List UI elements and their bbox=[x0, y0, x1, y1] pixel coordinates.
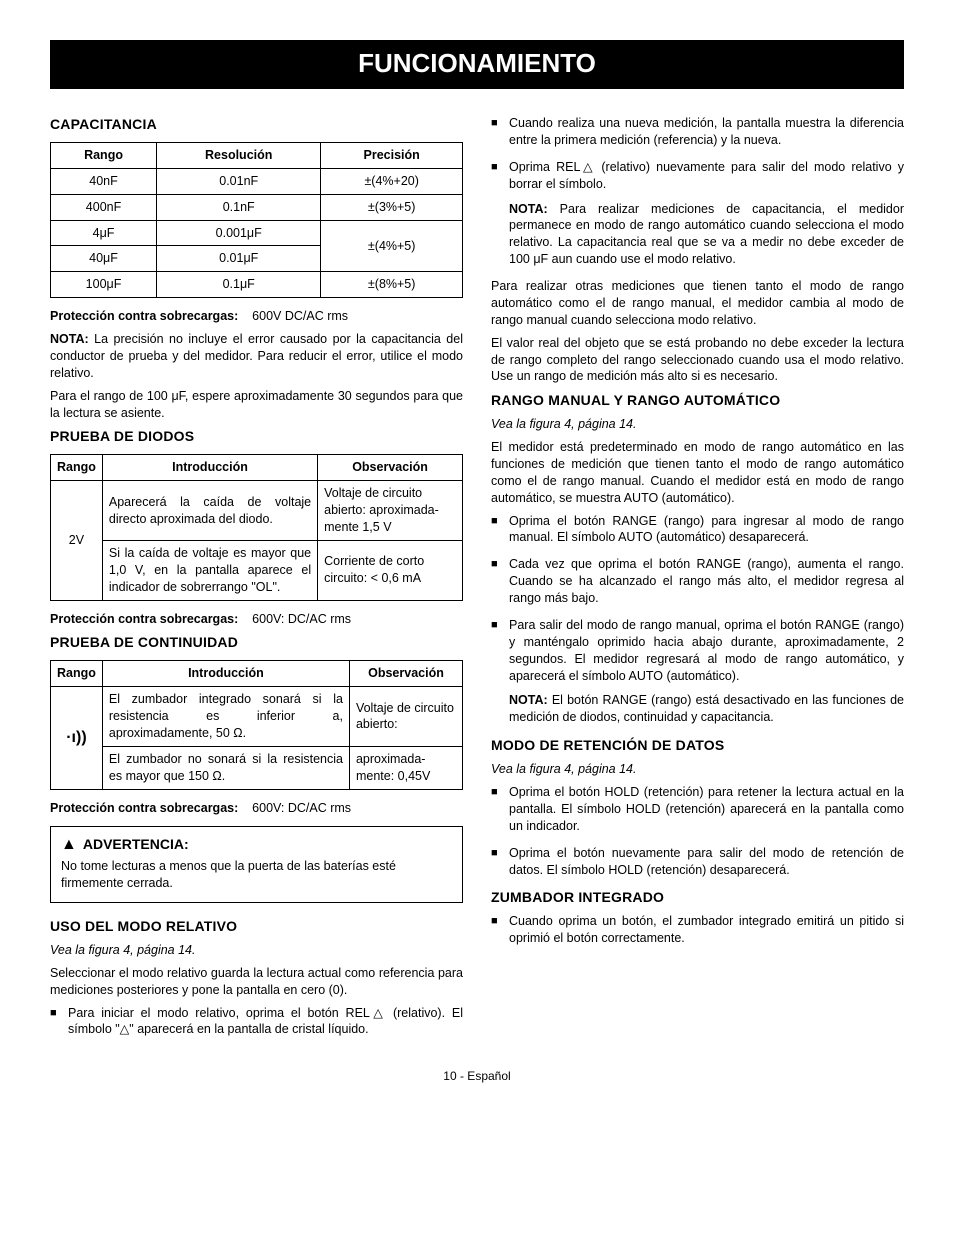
cap-r2-res: 0.001μF bbox=[157, 220, 321, 246]
relcont-nota-label: NOTA: bbox=[509, 202, 548, 216]
cap-r4-rango: 100μF bbox=[51, 272, 157, 298]
cont-prot-val: 600V: DC/AC rms bbox=[252, 801, 351, 815]
buzz-heading: ZUMBADOR INTEGRADO bbox=[491, 888, 904, 907]
page-banner: FUNCIONAMIENTO bbox=[50, 40, 904, 89]
cap-prot: Protección contra sobrecargas: 600V DC/A… bbox=[50, 308, 463, 325]
cap-r3-rango: 40μF bbox=[51, 246, 157, 272]
diodo-obs1: Voltaje de circuito abierto: aproximada-… bbox=[318, 481, 463, 541]
diodo-th-0: Rango bbox=[51, 455, 103, 481]
cont-rango-icon: ·ı)) bbox=[51, 687, 103, 789]
cap-r1-rango: 400nF bbox=[51, 194, 157, 220]
range-nota: NOTA: El botón RANGE (rango) está desact… bbox=[509, 692, 904, 726]
cap-nota-text: La precisión no incluye el error causado… bbox=[50, 332, 463, 380]
diodo-intro1: Aparecerá la caída de voltaje directo ap… bbox=[102, 481, 317, 541]
diodo-heading: PRUEBA DE DIODOS bbox=[50, 427, 463, 446]
left-column: CAPACITANCIA Rango Resolución Precisión … bbox=[50, 109, 463, 1048]
relcont-list: Cuando realiza una nueva medición, la pa… bbox=[491, 115, 904, 268]
cap-r0-res: 0.01nF bbox=[157, 168, 321, 194]
buzz-b1: Cuando oprima un botón, el zumbador inte… bbox=[491, 913, 904, 947]
cont-intro2: El zumbador no sonará si la resistencia … bbox=[102, 746, 349, 789]
range-b3: Para salir del modo de rango manual, opr… bbox=[491, 617, 904, 726]
capacitancia-table: Rango Resolución Precisión 40nF 0.01nF ±… bbox=[50, 142, 463, 298]
cont-th-1: Introducción bbox=[102, 661, 349, 687]
range-nota-text: El botón RANGE (rango) está desactivado … bbox=[509, 693, 904, 724]
relcont-b2: Cuando realiza una nueva medición, la pa… bbox=[491, 115, 904, 149]
cap-th-res: Resolución bbox=[157, 142, 321, 168]
relmode-list: Para iniciar el modo relativo, oprima el… bbox=[50, 1005, 463, 1039]
cont-th-0: Rango bbox=[51, 661, 103, 687]
buzz-list: Cuando oprima un botón, el zumbador inte… bbox=[491, 913, 904, 947]
cont-table: Rango Introducción Observación ·ı)) El z… bbox=[50, 660, 463, 789]
diodo-th-1: Introducción bbox=[102, 455, 317, 481]
cap-prot-val: 600V DC/AC rms bbox=[252, 309, 348, 323]
cont-intro1: El zumbador integrado sonará si la resis… bbox=[102, 687, 349, 747]
range-b3-text: Para salir del modo de rango manual, opr… bbox=[509, 618, 904, 683]
continuity-sound-icon: ·ı)) bbox=[66, 729, 86, 746]
range-list: Oprima el botón RANGE (rango) para ingre… bbox=[491, 513, 904, 727]
cap-r3-res: 0.01μF bbox=[157, 246, 321, 272]
cont-obs2: aproximada-mente: 0,45V bbox=[349, 746, 462, 789]
cap-th-prec: Precisión bbox=[321, 142, 463, 168]
range-b2: Cada vez que oprima el botón RANGE (rang… bbox=[491, 556, 904, 607]
diodo-intro2: Si la caída de voltaje es mayor que 1,0 … bbox=[102, 540, 317, 600]
warning-icon: ▲ bbox=[61, 837, 77, 853]
range-b1: Oprima el botón RANGE (rango) para ingre… bbox=[491, 513, 904, 547]
diodo-rango: 2V bbox=[51, 481, 103, 600]
relmode-p1: Seleccionar el modo relativo guarda la l… bbox=[50, 965, 463, 999]
cont-prot-label: Protección contra sobrecargas: bbox=[50, 801, 238, 815]
warning-title: ADVERTENCIA: bbox=[83, 835, 189, 854]
cap-nota: NOTA: La precisión no incluye el error c… bbox=[50, 331, 463, 382]
cap-r2-prec: ±(4%+5) bbox=[321, 220, 463, 272]
cap-nota-label: NOTA: bbox=[50, 332, 89, 346]
relcont-p3: El valor real del objeto que se está pro… bbox=[491, 335, 904, 386]
capacitancia-heading: CAPACITANCIA bbox=[50, 115, 463, 134]
warning-heading: ▲ ADVERTENCIA: bbox=[61, 835, 452, 854]
hold-fig: Vea la figura 4, página 14. bbox=[491, 761, 904, 778]
hold-heading: MODO DE RETENCIÓN DE DATOS bbox=[491, 736, 904, 755]
relmode-fig: Vea la figura 4, página 14. bbox=[50, 942, 463, 959]
right-column: Cuando realiza una nueva medición, la pa… bbox=[491, 109, 904, 1048]
relcont-p2: Para realizar otras mediciones que tiene… bbox=[491, 278, 904, 329]
cap-r2-rango: 4μF bbox=[51, 220, 157, 246]
cont-th-2: Observación bbox=[349, 661, 462, 687]
diodo-prot-label: Protección contra sobrecargas: bbox=[50, 612, 238, 626]
range-nota-label: NOTA: bbox=[509, 693, 548, 707]
cap-r4-prec: ±(8%+5) bbox=[321, 272, 463, 298]
cont-heading: PRUEBA DE CONTINUIDAD bbox=[50, 633, 463, 652]
columns: CAPACITANCIA Rango Resolución Precisión … bbox=[50, 109, 904, 1048]
range-p1: El medidor está predeterminado en modo d… bbox=[491, 439, 904, 507]
cont-obs1: Voltaje de circuito abierto: bbox=[349, 687, 462, 747]
relmode-b1: Para iniciar el modo relativo, oprima el… bbox=[50, 1005, 463, 1039]
cap-r4-res: 0.1μF bbox=[157, 272, 321, 298]
diodo-prot-val: 600V: DC/AC rms bbox=[252, 612, 351, 626]
relcont-nota: NOTA: Para realizar mediciones de capaci… bbox=[509, 201, 904, 269]
relcont-b3: Oprima REL△ (relativo) nuevamente para s… bbox=[491, 159, 904, 268]
relcont-nota-text: Para realizar mediciones de capacitancia… bbox=[509, 202, 904, 267]
cap-r1-prec: ±(3%+5) bbox=[321, 194, 463, 220]
diodo-obs2: Corriente de corto circuito: < 0,6 mA bbox=[318, 540, 463, 600]
cap-r0-prec: ±(4%+20) bbox=[321, 168, 463, 194]
relmode-heading: USO DEL MODO RELATIVO bbox=[50, 917, 463, 936]
cont-prot: Protección contra sobrecargas: 600V: DC/… bbox=[50, 800, 463, 817]
diodo-prot: Protección contra sobrecargas: 600V: DC/… bbox=[50, 611, 463, 628]
warning-text: No tome lecturas a menos que la puerta d… bbox=[61, 858, 452, 892]
relcont-b3-text: Oprima REL△ (relativo) nuevamente para s… bbox=[509, 160, 904, 191]
diodo-th-2: Observación bbox=[318, 455, 463, 481]
cap-nota2: Para el rango de 100 μF, espere aproxima… bbox=[50, 388, 463, 422]
diodo-table: Rango Introducción Observación 2V Aparec… bbox=[50, 454, 463, 600]
hold-b1: Oprima el botón HOLD (retención) para re… bbox=[491, 784, 904, 835]
range-heading: RANGO MANUAL Y RANGO AUTOMÁTICO bbox=[491, 391, 904, 410]
cap-r1-res: 0.1nF bbox=[157, 194, 321, 220]
cap-th-rango: Rango bbox=[51, 142, 157, 168]
page-footer: 10 - Español bbox=[50, 1068, 904, 1084]
hold-list: Oprima el botón HOLD (retención) para re… bbox=[491, 784, 904, 878]
cap-prot-label: Protección contra sobrecargas: bbox=[50, 309, 238, 323]
warning-box: ▲ ADVERTENCIA: No tome lecturas a menos … bbox=[50, 826, 463, 903]
cap-r0-rango: 40nF bbox=[51, 168, 157, 194]
range-fig: Vea la figura 4, página 14. bbox=[491, 416, 904, 433]
hold-b2: Oprima el botón nuevamente para salir de… bbox=[491, 845, 904, 879]
